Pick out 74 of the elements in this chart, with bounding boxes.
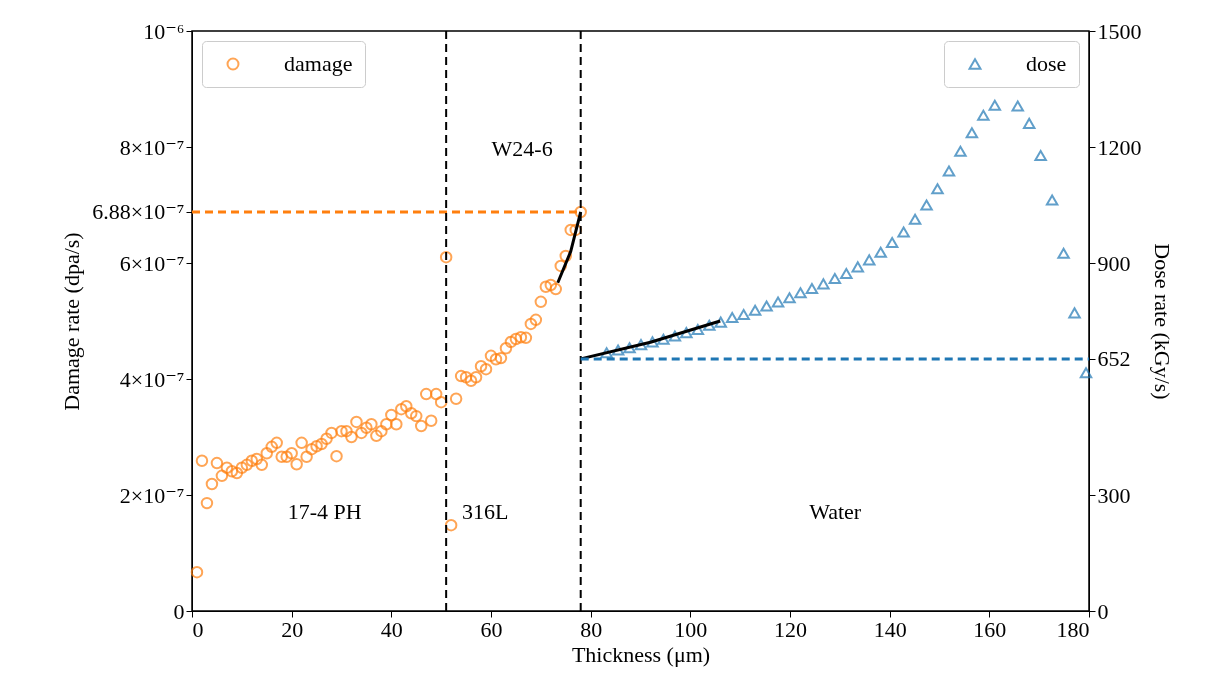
point [794, 287, 807, 299]
point [725, 311, 739, 324]
point [908, 213, 922, 225]
point [611, 344, 625, 356]
legend-label: damage [284, 51, 353, 76]
point [1022, 117, 1036, 129]
x-tick-label: 120 [774, 616, 807, 642]
x-tick-label: 140 [873, 616, 907, 642]
point [988, 99, 1002, 111]
point [760, 300, 773, 312]
y2-tick-label: 652 [1097, 346, 1131, 372]
point [691, 323, 705, 336]
point [897, 226, 910, 238]
point [737, 308, 750, 320]
y2-tick-label: 0 [1097, 598, 1109, 624]
point [840, 267, 853, 279]
x-tick-label: 100 [674, 616, 708, 642]
point [623, 342, 636, 354]
y2-tick-label: 300 [1097, 482, 1131, 508]
x-tick-label: 180 [1056, 616, 1090, 642]
y-tick-label: 6.88×10⁻⁷ [92, 199, 185, 225]
point [646, 336, 659, 348]
y2-tick-label: 900 [1097, 250, 1131, 276]
x-axis-title: Thickness (μm) [571, 641, 711, 667]
point [942, 165, 956, 177]
y2-tick-label: 1200 [1097, 134, 1142, 160]
x-tick-label: 160 [973, 616, 1007, 642]
point [817, 278, 830, 290]
point [1079, 367, 1093, 379]
x-tick-label: 60 [480, 616, 503, 642]
y2-tick-label: 1500 [1097, 18, 1142, 44]
point [885, 236, 899, 249]
point [783, 292, 796, 304]
point [1034, 149, 1047, 162]
x-tick-label: 20 [281, 616, 304, 642]
y-tick-label: 6×10⁻⁷ [119, 250, 185, 276]
annotation: 316L [462, 499, 509, 525]
point [931, 183, 944, 195]
x-tick-label: 40 [380, 616, 403, 642]
point [874, 246, 887, 258]
point [600, 347, 613, 359]
point [805, 282, 819, 295]
point [1068, 307, 1081, 319]
y-tick-label: 2×10⁻⁷ [119, 482, 185, 508]
point [828, 272, 842, 285]
point [680, 327, 693, 339]
point [851, 261, 865, 273]
point [1057, 247, 1070, 259]
point [703, 319, 716, 331]
y2-axis-title: Dose rate (kGy/s) [1149, 243, 1175, 400]
point [634, 339, 648, 351]
point [657, 333, 670, 345]
x-tick-label: 80 [580, 616, 603, 642]
y-axis-title: Damage rate (dpa/s) [59, 232, 85, 411]
y-tick-label: 8×10⁻⁷ [119, 134, 185, 160]
annotation: Water [809, 499, 862, 525]
point [714, 316, 727, 328]
point [954, 145, 967, 157]
y-tick-label: 10⁻⁶ [143, 18, 185, 44]
point [965, 127, 979, 139]
x-tick-label: 0 [192, 616, 204, 642]
point [977, 109, 990, 121]
annotation: 17-4 PH [287, 499, 362, 525]
point [1045, 194, 1059, 206]
point [771, 296, 785, 308]
y-tick-label: 0 [173, 598, 185, 624]
y-tick-label: 4×10⁻⁷ [119, 366, 185, 392]
point [668, 330, 682, 342]
point [862, 254, 876, 266]
point [1011, 100, 1024, 112]
point [920, 199, 933, 211]
annotation: W24-6 [491, 135, 553, 161]
legend-label: dose [1026, 51, 1067, 76]
point [748, 304, 762, 316]
